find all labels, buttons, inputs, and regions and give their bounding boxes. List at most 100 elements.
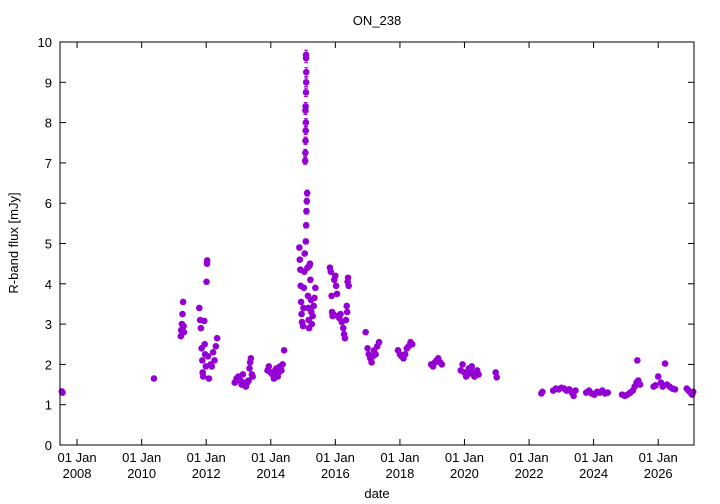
data-point [459, 361, 466, 368]
data-point [301, 250, 309, 257]
point-marker [246, 365, 253, 372]
data-point [302, 148, 309, 157]
data-point [337, 310, 344, 318]
x-tick-label-day: 01 Jan [639, 450, 678, 465]
data-point [372, 351, 379, 358]
point-marker [296, 244, 303, 251]
data-point [302, 136, 309, 145]
point-marker [299, 322, 307, 330]
data-point [302, 49, 310, 61]
data-point [296, 244, 303, 251]
data-point [306, 260, 314, 267]
point-marker [327, 268, 335, 276]
data-point [199, 373, 207, 380]
y-tick-label: 4 [45, 277, 52, 292]
data-point [199, 357, 206, 364]
x-tick-label-year: 2022 [515, 466, 544, 481]
point-marker [179, 298, 187, 306]
point-marker [239, 371, 247, 378]
plot-frame [59, 41, 695, 446]
point-marker [343, 308, 351, 316]
data-point [279, 361, 286, 368]
point-marker [344, 274, 352, 282]
data-point [212, 342, 220, 350]
y-tick-label: 10 [38, 35, 52, 50]
point-marker [245, 377, 252, 384]
data-point [375, 338, 383, 346]
point-marker [199, 357, 206, 364]
point-marker [337, 310, 344, 318]
data-point [475, 371, 482, 378]
data-point [298, 310, 305, 318]
data-point [408, 340, 416, 348]
x-tick-label-day: 01 Jan [445, 450, 484, 465]
data-point [302, 77, 310, 88]
x-tick-label-year: 2024 [579, 466, 608, 481]
data-point [303, 189, 311, 197]
x-tick-label-year: 2020 [450, 466, 479, 481]
data-point [364, 344, 371, 352]
data-point [211, 357, 218, 364]
point-marker [572, 387, 579, 394]
point-marker [212, 342, 220, 350]
data-point [307, 276, 314, 284]
x-tick-label-year: 2026 [644, 466, 673, 481]
y-tick-label: 2 [45, 357, 52, 372]
x-tick-label-day: 01 Jan [316, 450, 355, 465]
data-point [634, 357, 641, 364]
point-marker [652, 382, 659, 389]
data-point [368, 359, 375, 366]
point-marker [247, 355, 255, 362]
data-point [302, 118, 310, 127]
point-marker [401, 351, 409, 358]
x-tick-label-year: 2012 [192, 466, 221, 481]
point-marker [302, 51, 310, 59]
chart-title: ON_238 [353, 13, 401, 28]
data-point [312, 284, 319, 292]
data-point [332, 272, 339, 280]
data-point [302, 101, 309, 112]
data-point [179, 298, 187, 306]
data-point [341, 334, 349, 342]
data-point [180, 328, 188, 336]
x-tick-label-year: 2016 [321, 466, 350, 481]
point-marker [362, 328, 369, 336]
point-marker [459, 361, 466, 368]
x-axis-title: date [364, 486, 389, 501]
point-marker [343, 302, 351, 310]
point-marker [302, 149, 309, 157]
data-point [401, 351, 409, 358]
point-marker [200, 317, 208, 325]
point-marker [307, 276, 314, 284]
data-point [299, 322, 307, 330]
point-marker [604, 389, 612, 396]
point-marker [249, 373, 256, 380]
point-marker [201, 340, 208, 348]
point-marker [278, 367, 285, 374]
data-point [654, 373, 662, 380]
x-tick-label-day: 01 Jan [122, 450, 161, 465]
y-tick-label: 7 [45, 156, 52, 171]
point-marker [311, 294, 318, 302]
point-marker [203, 257, 211, 264]
point-marker [636, 381, 644, 388]
point-marker [654, 373, 662, 380]
point-marker [408, 340, 416, 348]
data-point [343, 302, 351, 310]
data-point [339, 324, 347, 332]
y-tick-label: 0 [45, 438, 52, 453]
data-point [302, 87, 310, 98]
y-tick-label: 8 [45, 116, 52, 131]
point-marker [296, 256, 304, 263]
point-marker [195, 304, 203, 312]
point-marker [661, 360, 669, 367]
data-point [671, 386, 679, 393]
data-points [58, 49, 697, 400]
data-point [203, 257, 211, 264]
data-point [203, 278, 210, 286]
point-marker [300, 284, 308, 292]
y-axis-title: R-band flux [mJy] [6, 192, 21, 293]
